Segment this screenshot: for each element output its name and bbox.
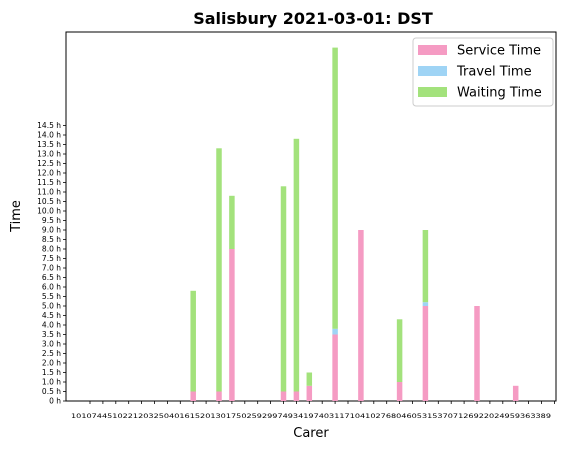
x-axis-label: Carer [293,426,329,441]
y-tick-label: 11.5 h [37,178,61,187]
bar-segment-service-time [293,391,300,401]
y-tick-label: 3.0 h [42,340,61,349]
y-tick-label: 12.5 h [37,159,61,168]
bar-segment-service-time [306,385,313,401]
bar-segment-waiting-time [293,138,300,392]
y-tick-label: 11.0 h [37,188,61,197]
y-tick-label: 12.0 h [37,169,61,178]
bar-segment-service-time [216,391,222,401]
y-tick-label: 4.0 h [42,321,61,330]
bar-segment-waiting-time [229,195,235,249]
bar-segment-waiting-time [396,319,403,382]
y-tick-label: 10.5 h [37,197,61,206]
bar-segment-waiting-time [422,230,429,303]
y-tick-label: 10.0 h [37,207,61,216]
bar-segment-service-time [332,334,338,401]
y-axis-ticks: 0 h0.5 h1.0 h1.5 h2.0 h2.5 h3.0 h3.5 h4.… [37,121,66,406]
legend-swatch [418,87,447,97]
y-tick-label: 2.0 h [42,359,61,368]
y-tick-label: 9.5 h [42,216,61,225]
y-tick-label: 14.0 h [37,131,61,140]
y-tick-label: 13.0 h [37,150,61,159]
y-tick-label: 6.5 h [42,273,61,282]
y-tick-label: 0 h [49,397,61,406]
x-tick-labels: 1010744510221203250401615201301750259299… [71,413,551,420]
y-tick-label: 4.5 h [42,311,61,320]
bar-segment-waiting-time [190,290,196,392]
y-tick-label: 7.5 h [42,254,61,263]
y-tick-label: 1.0 h [42,378,61,387]
y-tick-label: 9.0 h [42,226,61,235]
y-tick-label: 6.0 h [42,283,61,292]
bar-segment-service-time [422,306,429,401]
legend-label: Travel Time [456,65,532,80]
bar-segment-waiting-time [332,47,338,329]
legend-label: Waiting Time [457,86,542,101]
bar-segment-service-time [280,391,287,401]
bar-segment-travel-time [422,302,429,306]
bar-segment-waiting-time [216,148,222,392]
y-tick-label: 0.5 h [42,387,61,396]
legend-label: Service Time [457,44,541,59]
bar-segment-waiting-time [306,372,313,386]
bar-segment-service-time [396,382,403,401]
plot-area: 0 h0.5 h1.0 h1.5 h2.0 h2.5 h3.0 h3.5 h4.… [37,31,557,420]
y-tick-label: 8.0 h [42,245,61,254]
y-axis-label: Time [9,200,24,233]
bar-segment-service-time [474,306,480,401]
y-tick-label: 8.5 h [42,235,61,244]
bars-group [89,47,555,404]
y-tick-label: 5.5 h [42,292,61,301]
y-tick-label: 3.5 h [42,330,61,339]
bar-segment-travel-time [332,328,338,335]
y-tick-label: 7.0 h [42,264,61,273]
legend-box [412,37,554,107]
legend-swatch [418,45,447,55]
bar-segment-service-time [190,391,196,401]
legend-swatch [418,66,447,76]
y-tick-label: 1.5 h [42,368,61,377]
chart-title: Salisbury 2021-03-01: DST [193,9,433,28]
bar-segment-service-time [512,385,519,401]
bar-segment-service-time [229,249,235,401]
bar-segment-waiting-time [280,186,287,392]
bar-segment-service-time [358,230,364,401]
y-tick-label: 2.5 h [42,349,61,358]
y-tick-label: 14.5 h [37,121,61,130]
legend: Service Time Travel Time Waiting Time [412,37,554,107]
y-tick-label: 13.5 h [37,140,61,149]
y-tick-label: 5.0 h [42,302,61,311]
